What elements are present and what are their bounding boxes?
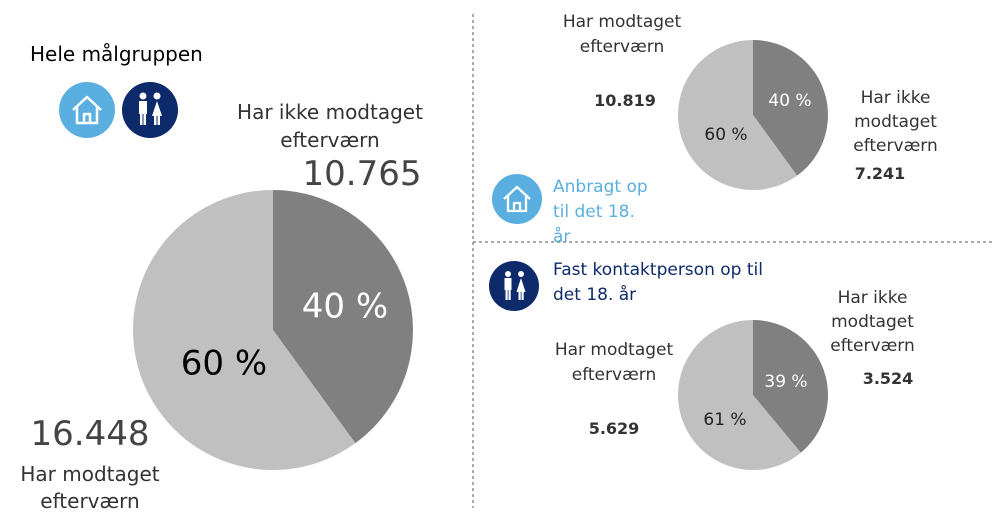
count-label: 3.524 — [862, 369, 914, 388]
slice-label: 60 % — [181, 344, 267, 384]
house-icon — [492, 174, 542, 224]
count-label: 10.819 — [594, 91, 656, 110]
count-label: 7.241 — [854, 164, 906, 183]
slice-label: 40 % — [302, 287, 388, 327]
pie-slice — [273, 190, 413, 444]
pie-slice — [678, 320, 801, 470]
slice-label: 39 % — [764, 372, 807, 392]
category-label: Har ikke modtaget efterværn — [830, 288, 915, 356]
people-icon — [489, 261, 539, 311]
chart-title: Fast kontaktperson op til det 18. år — [553, 260, 763, 305]
category-label: Har modtaget efterværn — [554, 340, 674, 385]
pie-slice — [753, 40, 828, 176]
chart-title: Hele målgruppen — [30, 42, 203, 66]
count-label: 10.765 — [302, 154, 422, 194]
slice-label: 60 % — [704, 125, 747, 145]
category-label: Har ikke modtaget efterværn — [237, 100, 423, 152]
pie-slice — [753, 320, 828, 453]
pie-slice — [678, 40, 798, 191]
count-label: 16.448 — [30, 414, 150, 454]
category-label: Har ikke modtaget efterværn — [853, 88, 938, 156]
slice-label: 40 % — [768, 91, 811, 111]
house-icon — [59, 82, 115, 138]
category-label: Har modtaget efterværn — [20, 462, 160, 513]
chart-title: Anbragt op til det 18. år — [553, 177, 648, 247]
slice-label: 61 % — [703, 410, 746, 430]
count-label: 5.629 — [588, 419, 640, 438]
pie-slice — [133, 190, 356, 470]
category-label: Har modtaget efterværn — [562, 12, 682, 57]
people-icon — [122, 82, 178, 138]
